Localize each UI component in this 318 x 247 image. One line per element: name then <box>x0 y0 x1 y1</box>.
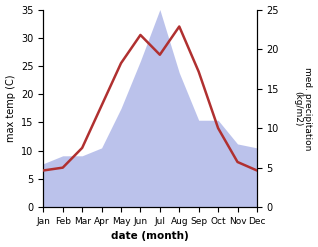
X-axis label: date (month): date (month) <box>111 231 189 242</box>
Y-axis label: med. precipitation
(kg/m2): med. precipitation (kg/m2) <box>293 67 313 150</box>
Y-axis label: max temp (C): max temp (C) <box>5 75 16 142</box>
